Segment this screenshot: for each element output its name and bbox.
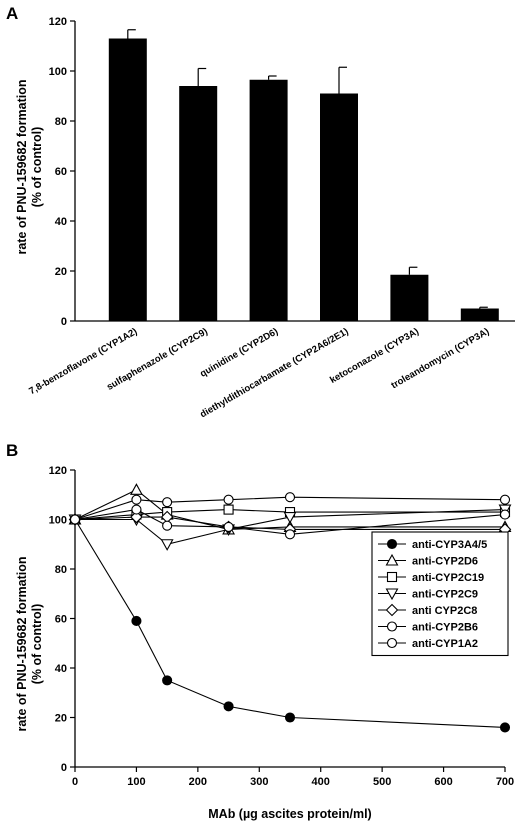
panel-b-xtick-label: 200 xyxy=(189,776,207,788)
panel-b-legend-marker xyxy=(385,588,399,601)
panel-b: B rate of PNU-159682 formation (% of con… xyxy=(6,441,514,821)
panel-b-legend-marker xyxy=(385,603,399,617)
panel-b-data-point xyxy=(129,483,143,495)
panel-b-data-point xyxy=(131,504,142,515)
panel-b-ytick-label: 20 xyxy=(55,713,67,725)
panel-b-legend-label: anti CYP2C8 xyxy=(412,605,477,617)
panel-b-xlabel: MAb (µg ascites protein/ml) xyxy=(208,807,371,821)
panel-b-ylabel-line1: rate of PNU-159682 formation xyxy=(15,556,29,731)
panel-b-series-line xyxy=(74,509,506,535)
panel-a-bar xyxy=(179,86,218,321)
panel-b-series-line xyxy=(74,516,505,530)
panel-a-ytick-label: 60 xyxy=(55,166,67,178)
panel-b-data-point xyxy=(130,510,143,524)
panel-b-series xyxy=(68,483,512,733)
panel-b-data-point xyxy=(69,514,81,525)
panel-b-legend-marker xyxy=(386,637,398,649)
panel-b-data-point xyxy=(499,722,511,733)
panel-b-data-point xyxy=(131,615,142,627)
panel-b-legend-label: anti-CYP2D6 xyxy=(412,556,478,568)
panel-b-legend-label: anti-CYP2C9 xyxy=(412,589,478,601)
panel-b-data-point xyxy=(284,712,296,723)
panel-b-xtick-label: 700 xyxy=(496,776,514,788)
panel-a-bar xyxy=(460,308,499,321)
panel-b-ytick-label: 60 xyxy=(55,614,67,626)
panel-b-data-point xyxy=(223,504,234,515)
panel-a-ytick-label: 20 xyxy=(55,266,67,278)
panel-b-label: B xyxy=(6,441,18,460)
panel-b-legend-marker xyxy=(386,538,398,550)
panel-a: A rate of PNU-159682 formation (% of con… xyxy=(6,4,515,420)
panel-b-xtick-label: 400 xyxy=(312,776,330,788)
panel-b-legend-label: anti-CYP3A4/5 xyxy=(412,539,487,551)
panel-b-data-point xyxy=(283,511,297,524)
panel-b-series-line xyxy=(75,509,506,545)
panel-a-axes: 0 20 40 60 80 100 120 xyxy=(49,16,515,328)
panel-b-ytick-label: 80 xyxy=(55,564,67,576)
panel-b-data-point xyxy=(162,675,173,686)
panel-a-ylabel-line1: rate of PNU-159682 formation xyxy=(15,79,29,254)
panel-a-bar xyxy=(320,93,358,321)
panel-b-legend-label: anti-CYP1A2 xyxy=(412,638,478,650)
panel-b-ylabel-line2: (% of control) xyxy=(30,604,44,685)
panel-b-ytick-label: 40 xyxy=(55,663,67,675)
panel-a-ytick-label: 40 xyxy=(55,216,67,228)
panel-b-data-point xyxy=(162,497,173,508)
panel-b-legend-label: anti-CYP2C19 xyxy=(412,572,484,584)
panel-b-xtick-label: 0 xyxy=(72,776,78,788)
panel-a-bars xyxy=(108,29,499,321)
panel-b-xtick-label: 600 xyxy=(434,776,452,788)
panel-b-data-point xyxy=(131,494,142,505)
panel-b-xtick-label: 500 xyxy=(373,776,391,788)
panel-a-category-label: diethyldithiocarbamate (CYP2A6/2E1) xyxy=(198,326,350,420)
panel-a-bar xyxy=(249,79,288,321)
panel-b-data-point xyxy=(284,492,296,503)
panel-b-series-line xyxy=(74,519,506,728)
panel-a-ylabel-line2: (% of control) xyxy=(30,127,44,208)
panel-b-series-line xyxy=(74,496,506,521)
panel-b-ytick-label: 100 xyxy=(49,515,67,527)
panel-a-category-labels: 7,8-benzoflavone (CYP1A2)sulfaphenazole … xyxy=(27,326,491,420)
panel-b-data-point xyxy=(499,494,511,505)
panel-b-series-line xyxy=(74,509,505,521)
panel-b-data-point xyxy=(162,520,173,531)
panel-a-category-label: 7,8-benzoflavone (CYP1A2) xyxy=(27,326,139,397)
panel-a-bar xyxy=(390,274,429,321)
panel-b-xtick-label: 300 xyxy=(250,776,268,788)
panel-b-data-point xyxy=(160,539,174,551)
panel-b-xtick-label: 100 xyxy=(127,776,145,788)
panel-b-legend-marker xyxy=(385,553,399,566)
panel-b-legend-marker xyxy=(386,571,398,583)
panel-a-ytick-label: 80 xyxy=(55,116,67,128)
panel-a-label: A xyxy=(6,4,18,23)
panel-b-data-point xyxy=(223,701,234,712)
panel-b-legend: anti-CYP3A4/5 anti-CYP2D6 anti-CYP2C19 anti… xyxy=(371,531,509,657)
panel-b-legend-marker xyxy=(386,621,398,632)
panel-b-legend-label: anti-CYP2B6 xyxy=(412,622,478,634)
panel-a-bar xyxy=(108,38,147,321)
panel-b-data-point xyxy=(223,494,234,505)
panel-b-data-point xyxy=(223,521,234,532)
panel-a-ytick-label: 100 xyxy=(49,66,67,78)
panel-a-ytick-label: 0 xyxy=(61,316,67,328)
panel-b-data-point xyxy=(284,529,296,540)
panel-b-axes: 0 20 40 60 80 100 120 0 100 200 300 400 500 600 700 xyxy=(49,465,515,788)
panel-b-data-point xyxy=(499,509,511,520)
panel-a-ytick-label: 120 xyxy=(49,16,67,28)
panel-b-ytick-label: 120 xyxy=(49,465,67,477)
panel-b-ytick-label: 0 xyxy=(61,762,67,774)
